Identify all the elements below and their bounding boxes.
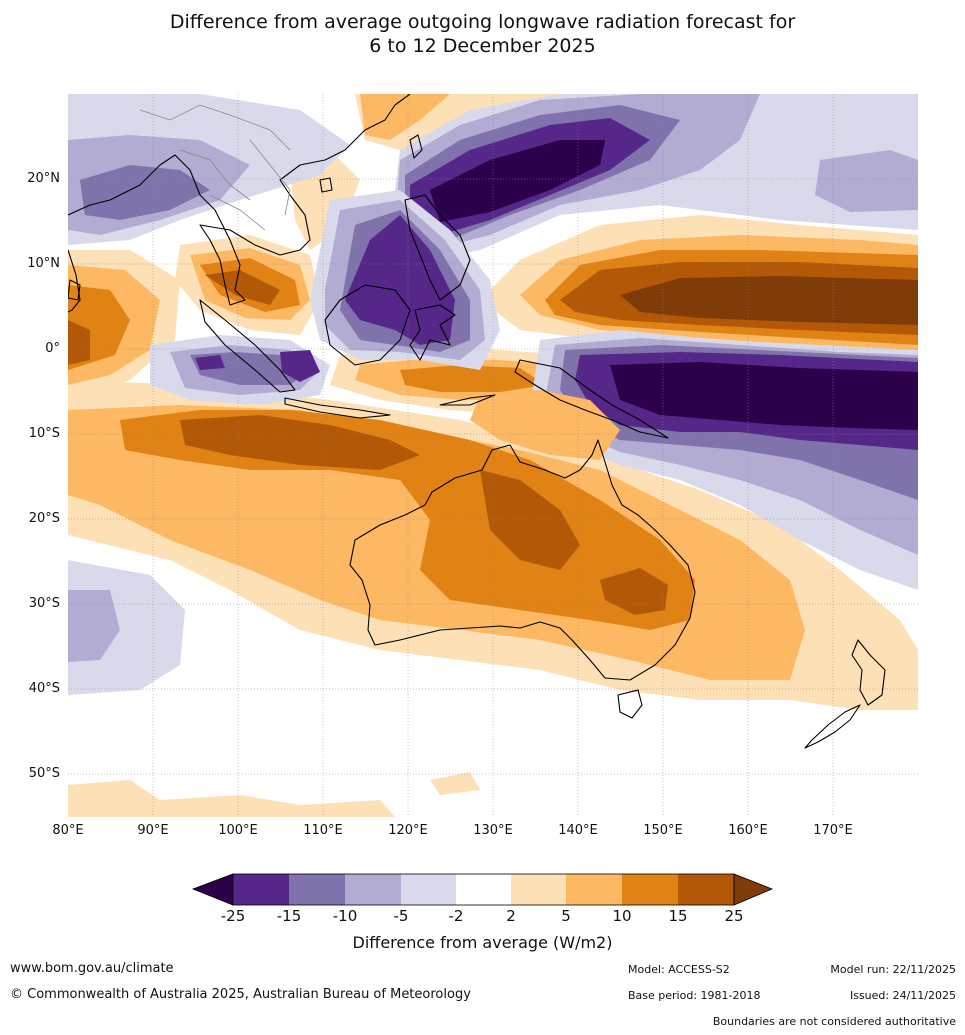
lat-tick: 10°N (27, 256, 60, 271)
colorbar-tick: -25 (220, 907, 246, 925)
lon-tick: 110°E (303, 823, 343, 838)
colorbar-tick: 10 (612, 907, 632, 925)
anomaly-region (280, 350, 320, 382)
timor-coastline (439, 394, 496, 406)
colorbar-tick: 5 (561, 907, 571, 925)
new-zealand-north-coastline (851, 639, 886, 706)
anomaly-region (80, 165, 210, 220)
colorbar-tick: -10 (332, 907, 358, 925)
colorbar-swatch (401, 874, 456, 905)
colorbar-high-extend (733, 873, 774, 906)
borneo-coastline (324, 284, 411, 366)
colorbar-swatch (566, 874, 622, 905)
map-title: Difference from average outgoing longwav… (0, 10, 965, 58)
base-period: Base period: 1981-2018 (628, 989, 761, 1002)
lat-tick: 20°S (28, 511, 60, 526)
anomaly-region (68, 590, 120, 662)
title-line-1: Difference from average outgoing longwav… (169, 11, 796, 33)
anomaly-region (195, 355, 225, 370)
model-name: Model: ACCESS-S2 (628, 963, 730, 976)
lat-tick: 40°S (28, 681, 60, 696)
lon-tick: 90°E (137, 823, 169, 838)
anomaly-region (360, 94, 450, 140)
anomaly-region (345, 215, 455, 345)
anomaly-region (620, 276, 918, 325)
philippines-coastline (404, 194, 471, 301)
colorbar-swatch (511, 874, 566, 905)
anomaly-region (470, 390, 620, 460)
graticule (68, 94, 918, 817)
anomaly-region (480, 470, 580, 570)
anomaly-region (430, 772, 480, 795)
colorbar-tick: -2 (448, 907, 464, 925)
colorbar-swatch (622, 874, 678, 905)
title-line-2: 6 to 12 December 2025 (369, 35, 596, 57)
new-zealand-south-coastline (804, 704, 861, 749)
colorbar-swatch (456, 874, 511, 905)
colorbar-tick: 25 (724, 907, 744, 925)
coastlines (68, 94, 886, 749)
anomaly-region (430, 140, 605, 222)
anomaly-region (600, 568, 668, 615)
new-guinea-coastline (514, 359, 669, 439)
australia-coastline (349, 439, 696, 681)
copyright-text: © Commonwealth of Australia 2025, Austra… (10, 987, 471, 1002)
sri-lanka-coastline (68, 279, 81, 301)
colorbar (191, 873, 774, 906)
lon-tick: 130°E (473, 823, 513, 838)
lat-tick: 0° (45, 341, 60, 356)
anomaly-region (68, 320, 90, 365)
anomaly-region (815, 150, 918, 212)
lon-tick: 170°E (813, 823, 853, 838)
lon-tick: 100°E (218, 823, 258, 838)
colorbar-tick: 2 (506, 907, 516, 925)
anomaly-region (120, 410, 695, 630)
anomaly-region (610, 362, 918, 430)
colorbar-swatch (233, 874, 289, 905)
colorbar-title: Difference from average (W/m2) (352, 933, 613, 952)
boundaries-note: Boundaries are not considered authoritat… (712, 1015, 956, 1028)
lon-tick: 80°E (52, 823, 84, 838)
colorbar-tick: 15 (668, 907, 688, 925)
colorbar-swatch (289, 874, 345, 905)
lon-tick: 150°E (643, 823, 683, 838)
lat-tick: 20°N (27, 171, 60, 186)
taiwan-coastline (409, 134, 423, 159)
lon-tick: 160°E (728, 823, 768, 838)
india-coastline (68, 249, 81, 313)
issued-date: Issued: 24/11/2025 (849, 989, 956, 1002)
anomaly-region (400, 365, 545, 392)
model-run-date: Model run: 22/11/2025 (830, 963, 956, 976)
anomaly-region (68, 780, 395, 817)
lon-tick: 140°E (558, 823, 598, 838)
java-coastline (284, 397, 391, 419)
colorbar-swatch (678, 874, 734, 905)
asia-mainland-coastline (68, 94, 411, 306)
lat-tick: 10°S (28, 426, 60, 441)
colorbar-swatch (345, 874, 401, 905)
sumatra-coastline (199, 299, 296, 393)
anomaly-region (180, 415, 420, 470)
country-borders (139, 104, 291, 231)
colorbar-tick: -15 (276, 907, 302, 925)
colorbar-low-extend (191, 873, 234, 906)
hainan-coastline (319, 177, 333, 193)
lon-tick: 120°E (388, 823, 428, 838)
tasmania-coastline (617, 689, 643, 719)
colorbar-tick: -5 (393, 907, 409, 925)
sulawesi-coastline (409, 304, 456, 361)
lat-tick: 30°S (28, 596, 60, 611)
lat-tick: 50°S (28, 766, 60, 781)
website-link[interactable]: www.bom.gov.au/climate (10, 961, 174, 976)
